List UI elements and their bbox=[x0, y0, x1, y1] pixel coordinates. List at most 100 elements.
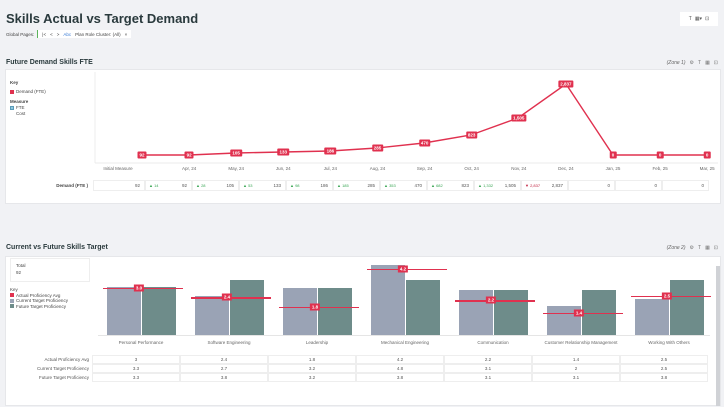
swatch bbox=[10, 304, 14, 309]
x-axis-label: Nov, 24 bbox=[511, 166, 527, 171]
global-pages-bar: Global Pages: |< < > Abc Plan Role Clust… bbox=[6, 30, 132, 38]
bar-future-target[interactable] bbox=[582, 289, 616, 335]
table-row: Actual Proficiency Avg 3 2.4 1.8 4.2 2.2 1.4 2.… bbox=[0, 355, 708, 364]
table-cell: 3.1 bbox=[444, 373, 532, 382]
table-cell: 4.8 bbox=[356, 364, 444, 373]
table-cell: 3.8 bbox=[180, 373, 268, 382]
key-label: Demand (FTE) bbox=[16, 89, 46, 94]
bar-future-target[interactable] bbox=[494, 289, 528, 335]
measure-label: Cost bbox=[16, 111, 26, 116]
settings-icon[interactable]: ⚙ bbox=[689, 60, 694, 66]
key-label: Future Target Proficiency bbox=[16, 303, 66, 309]
table-cell: 1.4 bbox=[532, 355, 620, 364]
row-label: Future Target Proficiency bbox=[39, 375, 89, 380]
first-page-button[interactable]: |< bbox=[42, 31, 47, 37]
table-cell: 0 bbox=[568, 180, 615, 191]
data-label: 92 bbox=[184, 151, 194, 159]
x-axis-label: Oct, 24 bbox=[464, 166, 479, 171]
filter-icon[interactable]: T bbox=[688, 16, 692, 22]
skills-table: Actual Proficiency Avg 3 2.4 1.8 4.2 2.2 1.4 2.… bbox=[0, 355, 708, 382]
swatch bbox=[10, 89, 14, 94]
bar-axis bbox=[98, 335, 710, 336]
data-label: 105 bbox=[230, 149, 242, 157]
table-cell: 3.3 bbox=[92, 364, 180, 373]
total-card: Total 92 bbox=[10, 258, 90, 282]
expand-icon[interactable]: ⊡ bbox=[713, 245, 718, 251]
table-cell: ▲ 98 186 bbox=[286, 180, 333, 191]
data-label: 0 bbox=[609, 151, 617, 159]
data-label: 92 bbox=[137, 151, 147, 159]
table-cell: 3.8 bbox=[356, 373, 444, 382]
table-cell: 3.8 bbox=[620, 373, 708, 382]
table-row: Future Target Proficiency 3.3 3.8 3.2 3.8 3.1… bbox=[0, 373, 708, 382]
page-title: Skills Actual vs Target Demand bbox=[6, 11, 199, 26]
table-cell: ▲ 682 823 bbox=[427, 180, 474, 191]
next-page-button[interactable]: > bbox=[56, 31, 60, 37]
demand-table-row: Demand (FTE ) bbox=[8, 180, 92, 191]
x-axis-label: Jan, 25 bbox=[605, 166, 621, 171]
x-axis-label: Working With Others bbox=[648, 340, 690, 345]
section-title-skills: Current vs Future Skills Target bbox=[6, 244, 108, 251]
filter-icon[interactable]: T bbox=[698, 245, 702, 251]
demand-key: Key Demand (FTE) Measure FTE Cost bbox=[10, 80, 46, 117]
close-icon[interactable]: × bbox=[124, 31, 128, 37]
x-axis-label: Mechanical Engineering bbox=[380, 340, 430, 345]
x-axis-label: Initial Measure bbox=[103, 166, 133, 171]
filter-icon[interactable]: T bbox=[698, 60, 702, 66]
bar-current-target[interactable] bbox=[195, 295, 229, 335]
table-icon[interactable]: ▦ bbox=[705, 245, 710, 251]
data-label: 0 bbox=[703, 151, 711, 159]
bar-current-target[interactable] bbox=[107, 286, 141, 335]
bar-future-target[interactable] bbox=[142, 286, 176, 335]
bar-current-target[interactable] bbox=[283, 288, 317, 335]
table-cell: ▼ 2,837 2,837 bbox=[521, 180, 568, 191]
x-axis-label: Jun, 24 bbox=[275, 166, 291, 171]
checkbox[interactable] bbox=[10, 111, 14, 116]
table-cell: 1.8 bbox=[268, 355, 356, 364]
total-value: 92 bbox=[16, 270, 22, 275]
data-label: 3.0 bbox=[133, 284, 145, 292]
bar-current-target[interactable] bbox=[371, 264, 405, 335]
expand-icon[interactable]: ⊡ bbox=[713, 60, 718, 66]
table-row: Current Target Proficiency 3.3 2.7 3.2 4.8 3.… bbox=[0, 364, 708, 373]
demand-panel bbox=[5, 69, 721, 204]
bar-future-target[interactable] bbox=[318, 288, 352, 335]
key-label: Current Target Proficiency bbox=[16, 298, 68, 303]
data-label: 1,505 bbox=[511, 114, 527, 122]
settings-icon[interactable]: ⚙ bbox=[689, 245, 694, 251]
checkbox[interactable] bbox=[10, 105, 14, 110]
x-axis-label: Feb, 25 bbox=[652, 166, 668, 171]
x-axis-label: Jul, 24 bbox=[323, 166, 338, 171]
bar-future-target[interactable] bbox=[670, 279, 704, 335]
section-title-demand: Future Demand Skills FTE bbox=[6, 59, 93, 66]
scrollbar[interactable] bbox=[716, 266, 720, 406]
table-cell: 3.2 bbox=[268, 364, 356, 373]
bar-future-target[interactable] bbox=[406, 279, 440, 335]
table-cell: 2.2 bbox=[444, 355, 532, 364]
table-cell: ▲ 1,332 1,505 bbox=[474, 180, 521, 191]
filter-label[interactable]: Plan Role Cluster: (All) bbox=[75, 31, 121, 37]
table-cell: 2.7 bbox=[180, 364, 268, 373]
row-label: Current Target Proficiency bbox=[37, 366, 89, 371]
zone-label: (Zone 2) bbox=[666, 245, 686, 251]
table-cell: 0 bbox=[615, 180, 662, 191]
prev-page-button[interactable]: < bbox=[50, 31, 53, 37]
bar-current-target[interactable] bbox=[635, 298, 669, 335]
x-axis-label: Software Engineering bbox=[207, 340, 251, 345]
row-label: Actual Proficiency Avg bbox=[44, 357, 89, 362]
x-axis-label: Dec, 24 bbox=[558, 166, 574, 171]
table-icon[interactable]: ▦ bbox=[705, 60, 710, 66]
row-label: Demand (FTE ) bbox=[56, 183, 88, 188]
measure-title: Measure bbox=[10, 99, 29, 104]
table-cell: ▲ 28 105 bbox=[192, 180, 239, 191]
measure-cost[interactable]: Cost bbox=[10, 111, 46, 117]
data-label: 285 bbox=[371, 144, 384, 152]
table-cell: 2.5 bbox=[620, 364, 708, 373]
measure-label: FTE bbox=[16, 105, 25, 110]
view-menu-icon[interactable]: ▦▾ bbox=[694, 16, 703, 22]
table-cell: 3 bbox=[92, 355, 180, 364]
expand-icon[interactable]: ⊡ bbox=[705, 16, 710, 22]
bar-future-target[interactable] bbox=[230, 279, 264, 335]
measure-fte[interactable]: FTE bbox=[10, 105, 46, 111]
filter-chip[interactable]: |< < > Abc Plan Role Cluster: (All) × bbox=[37, 30, 132, 38]
